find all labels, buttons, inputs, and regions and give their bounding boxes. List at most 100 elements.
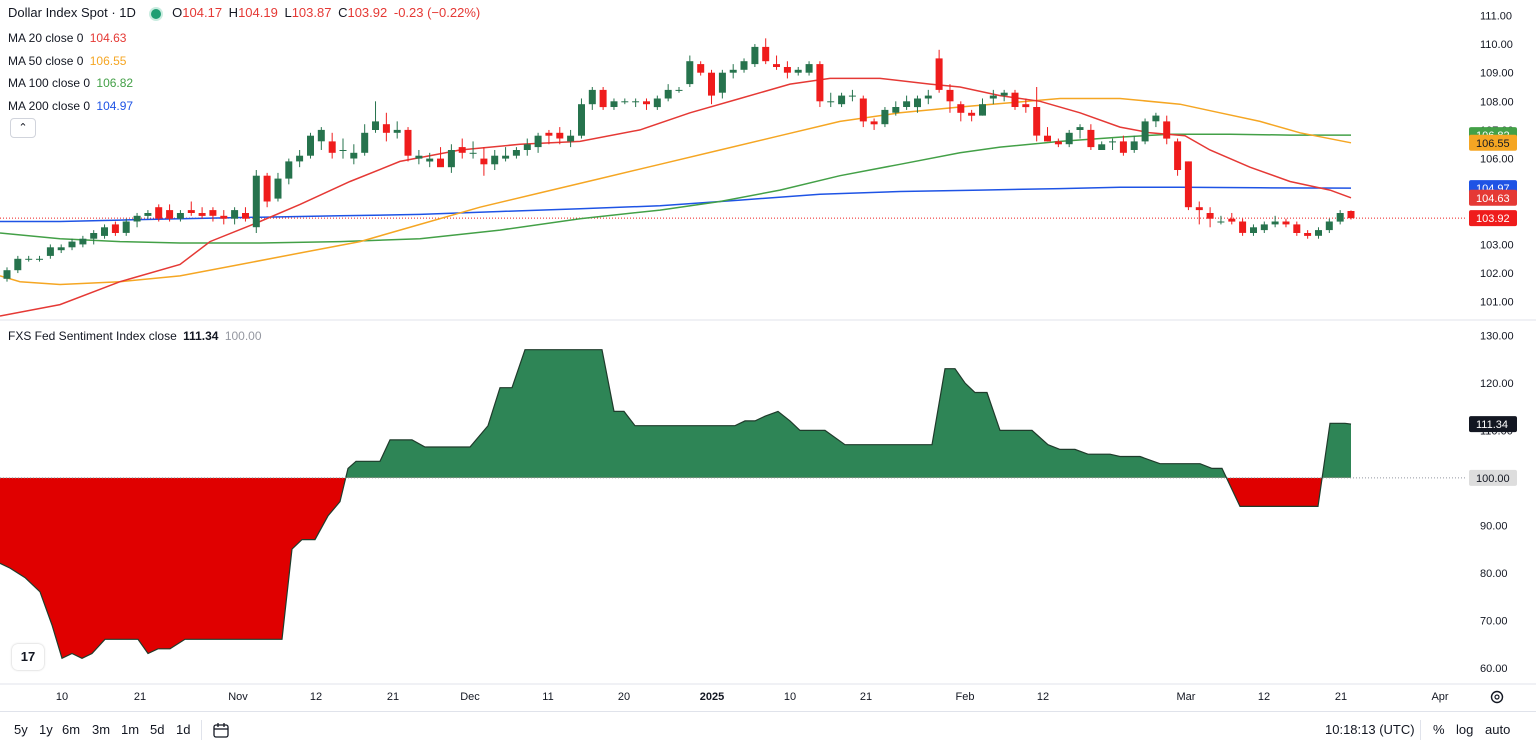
candle[interactable] bbox=[1239, 218, 1247, 236]
candle[interactable] bbox=[751, 44, 759, 67]
candle[interactable] bbox=[469, 141, 477, 159]
candle[interactable] bbox=[935, 49, 943, 93]
candle[interactable] bbox=[762, 38, 770, 65]
ma50-legend[interactable]: MA 50 close 0 106.55 bbox=[8, 54, 129, 68]
candle[interactable] bbox=[1130, 135, 1138, 153]
candle[interactable] bbox=[643, 98, 650, 110]
candle[interactable] bbox=[1109, 138, 1116, 150]
candle[interactable] bbox=[957, 101, 965, 122]
candle[interactable] bbox=[155, 204, 163, 222]
candle[interactable] bbox=[36, 255, 43, 262]
candle[interactable] bbox=[1260, 221, 1268, 233]
candle[interactable] bbox=[870, 118, 878, 130]
candle[interactable] bbox=[1315, 227, 1322, 239]
candle[interactable] bbox=[523, 138, 531, 156]
candle[interactable] bbox=[578, 98, 585, 139]
ma50-line[interactable] bbox=[0, 97, 1352, 286]
ma20-line[interactable] bbox=[0, 77, 1352, 317]
percent-scale-toggle[interactable]: % bbox=[1433, 722, 1445, 737]
candle[interactable] bbox=[1174, 138, 1182, 176]
candle[interactable] bbox=[68, 238, 76, 251]
range-5y-button[interactable]: 5y bbox=[14, 722, 28, 737]
candle[interactable] bbox=[914, 95, 921, 113]
ma100-line[interactable] bbox=[0, 133, 1351, 244]
candle[interactable] bbox=[1119, 135, 1127, 156]
candle[interactable] bbox=[25, 255, 33, 262]
candle[interactable] bbox=[437, 147, 444, 168]
sentiment-area-positive[interactable] bbox=[0, 349, 1351, 659]
candle[interactable] bbox=[3, 267, 11, 282]
candle[interactable] bbox=[903, 95, 911, 110]
candle[interactable] bbox=[848, 89, 856, 102]
candle[interactable] bbox=[57, 244, 65, 254]
candle[interactable] bbox=[740, 58, 748, 73]
candle[interactable] bbox=[242, 207, 249, 222]
candle[interactable] bbox=[426, 152, 434, 168]
candle[interactable] bbox=[220, 210, 228, 225]
candle[interactable] bbox=[122, 218, 130, 236]
candle[interactable] bbox=[827, 92, 835, 108]
candle[interactable] bbox=[307, 132, 314, 159]
candle[interactable] bbox=[133, 212, 141, 228]
candle[interactable] bbox=[838, 92, 846, 108]
indicator-pane[interactable] bbox=[0, 349, 1465, 660]
candle[interactable] bbox=[1293, 221, 1301, 236]
candle[interactable] bbox=[924, 89, 932, 105]
range-1y-button[interactable]: 1y bbox=[39, 722, 53, 737]
candle[interactable] bbox=[1336, 210, 1344, 225]
candle[interactable] bbox=[1228, 212, 1236, 225]
price-scale[interactable]: 111.00110.00109.00108.00107.00106.00105.… bbox=[1469, 10, 1517, 675]
ma20-legend[interactable]: MA 20 close 0 104.63 bbox=[8, 31, 129, 45]
candle[interactable] bbox=[1065, 129, 1073, 148]
price-label-103.92[interactable]: 103.92 bbox=[1469, 210, 1517, 227]
candle[interactable] bbox=[198, 207, 206, 219]
candle[interactable] bbox=[686, 55, 694, 88]
candle[interactable] bbox=[339, 138, 347, 159]
candle[interactable] bbox=[209, 207, 217, 222]
candle[interactable] bbox=[1022, 98, 1030, 113]
candle[interactable] bbox=[480, 147, 488, 176]
ma200-line[interactable] bbox=[0, 186, 1352, 223]
candle[interactable] bbox=[588, 87, 596, 110]
candle[interactable] bbox=[1163, 115, 1171, 145]
candle[interactable] bbox=[556, 127, 564, 145]
candle[interactable] bbox=[361, 124, 369, 156]
candle[interactable] bbox=[534, 132, 542, 153]
candle[interactable] bbox=[989, 89, 997, 105]
candle[interactable] bbox=[632, 98, 640, 108]
candle[interactable] bbox=[1141, 118, 1149, 145]
candle[interactable] bbox=[372, 101, 379, 133]
candle[interactable] bbox=[382, 112, 390, 142]
chart-area[interactable]: 111.00110.00109.00108.00107.00106.00105.… bbox=[0, 0, 1536, 711]
candle[interactable] bbox=[404, 127, 412, 162]
candle[interactable] bbox=[805, 61, 813, 76]
calendar-icon[interactable] bbox=[212, 721, 230, 739]
candle[interactable] bbox=[1076, 124, 1084, 139]
candle[interactable] bbox=[610, 98, 618, 110]
range-3m-button[interactable]: 3m bbox=[92, 722, 111, 737]
candle[interactable] bbox=[697, 61, 705, 76]
candle[interactable] bbox=[1044, 127, 1051, 142]
candle[interactable] bbox=[664, 84, 672, 102]
candle[interactable] bbox=[111, 221, 119, 236]
candle[interactable] bbox=[285, 158, 293, 185]
candle[interactable] bbox=[166, 204, 174, 222]
candle[interactable] bbox=[718, 69, 726, 99]
candle[interactable] bbox=[101, 224, 108, 239]
candle[interactable] bbox=[14, 255, 22, 274]
candle[interactable] bbox=[491, 149, 499, 171]
sentiment-line[interactable] bbox=[0, 349, 1352, 660]
candle[interactable] bbox=[79, 235, 87, 248]
candle[interactable] bbox=[296, 149, 304, 168]
candle[interactable] bbox=[1282, 218, 1290, 228]
candle[interactable] bbox=[252, 170, 260, 233]
candle[interactable] bbox=[1206, 207, 1214, 228]
candle[interactable] bbox=[1271, 215, 1279, 228]
candle[interactable] bbox=[393, 121, 401, 139]
candle[interactable] bbox=[263, 172, 271, 208]
range-6m-button[interactable]: 6m bbox=[62, 722, 81, 737]
candle[interactable] bbox=[1152, 112, 1160, 128]
candle[interactable] bbox=[502, 147, 510, 162]
candle[interactable] bbox=[144, 210, 152, 219]
candle[interactable] bbox=[1347, 210, 1355, 220]
